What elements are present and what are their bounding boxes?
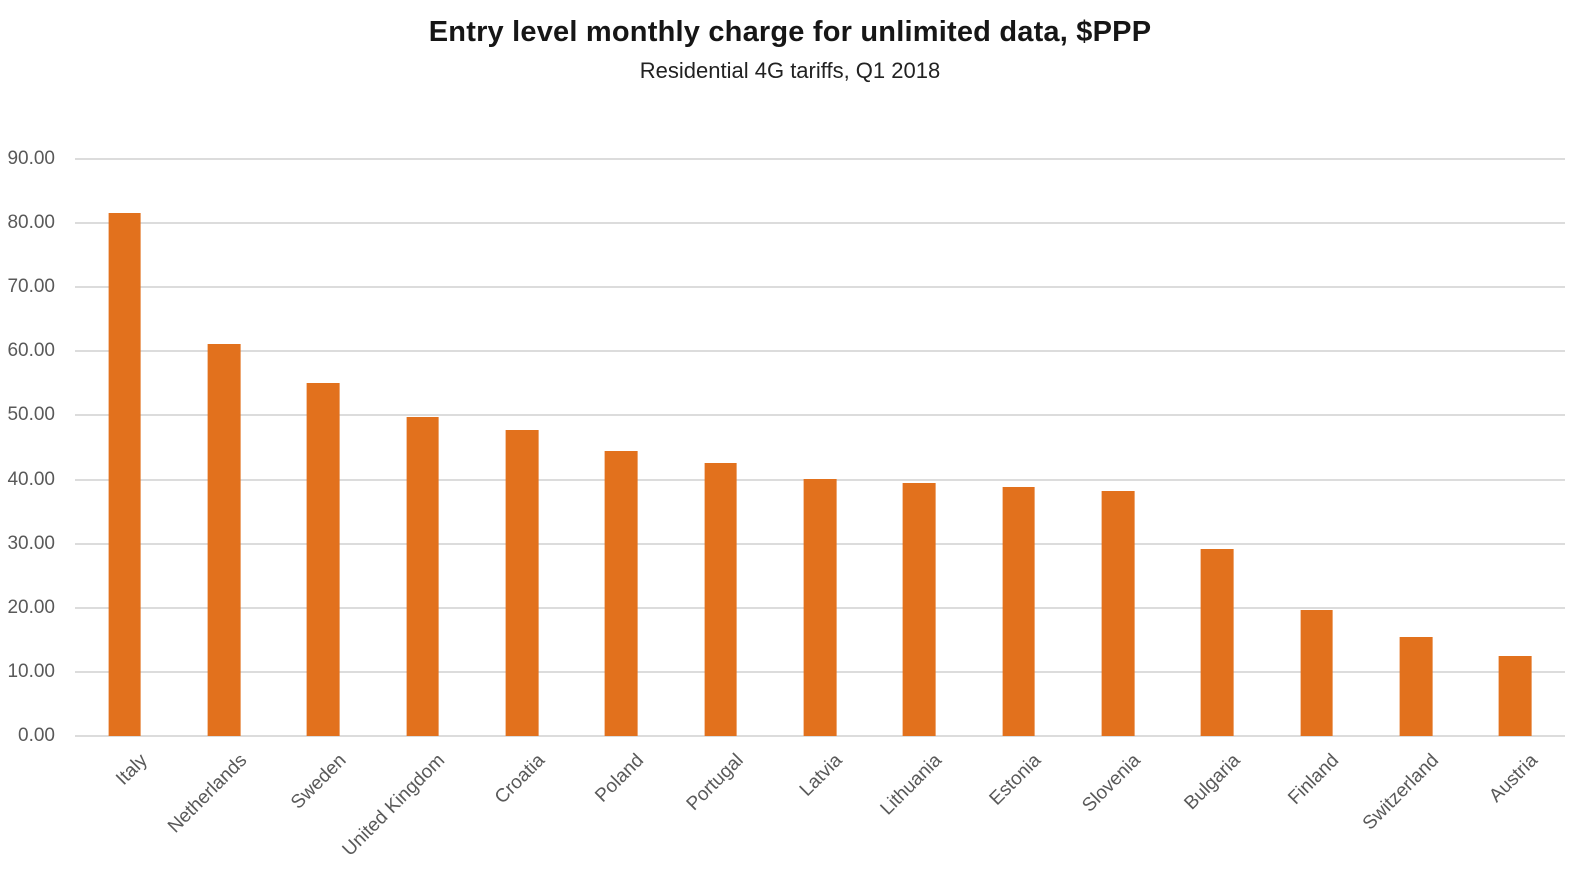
y-tick-label: 10.00 bbox=[7, 660, 55, 682]
bar-slots: Italy Netherlands Sweden United Kingdom Croa… bbox=[75, 159, 1565, 860]
bar-slot: Estonia bbox=[969, 159, 1068, 810]
y-tick-label: 0.00 bbox=[18, 725, 55, 746]
x-tick-label: Slovenia bbox=[1078, 750, 1145, 817]
bar-austria bbox=[1498, 655, 1532, 736]
bar-slot: Switzerland bbox=[1358, 159, 1465, 834]
bar-portugal bbox=[704, 462, 738, 736]
bar-united-kingdom bbox=[406, 416, 440, 736]
x-tick-label: Portugal bbox=[682, 750, 748, 815]
bar-slot: Netherlands bbox=[164, 159, 273, 837]
bar-bulgaria bbox=[1200, 549, 1234, 736]
bar-estonia bbox=[1002, 487, 1035, 736]
bar-netherlands bbox=[207, 343, 241, 736]
bar-slot: Portugal bbox=[671, 159, 770, 815]
y-tick-label: 20.00 bbox=[7, 596, 55, 618]
y-tick-label: 30.00 bbox=[7, 532, 55, 554]
x-tick-label: Italy bbox=[112, 750, 152, 790]
gridline bbox=[75, 414, 1565, 417]
bar-slot: Austria bbox=[1466, 159, 1565, 807]
bar-slot: Slovenia bbox=[1068, 159, 1167, 816]
x-tick-label: Austria bbox=[1485, 750, 1543, 807]
x-tick-label: United Kingdom bbox=[339, 750, 450, 861]
bar-slot: Italy bbox=[75, 159, 174, 789]
bar-slot: Sweden bbox=[274, 159, 373, 813]
bar-slot: United Kingdom bbox=[339, 159, 472, 860]
bar-sweden bbox=[306, 382, 340, 736]
y-tick-label: 60.00 bbox=[7, 340, 55, 362]
bar-slot: Finland bbox=[1267, 159, 1366, 809]
bar-finland bbox=[1300, 609, 1333, 736]
y-tick-label: 90.00 bbox=[7, 148, 55, 169]
gridline bbox=[75, 222, 1565, 225]
chart-title: Entry level monthly charge for unlimited… bbox=[428, 16, 1152, 48]
bar-slot: Bulgaria bbox=[1168, 159, 1267, 814]
x-tick-label: Latvia bbox=[796, 750, 847, 801]
bar-slovenia bbox=[1101, 491, 1135, 736]
y-tick-label: 80.00 bbox=[7, 212, 55, 234]
gridline bbox=[75, 158, 1565, 160]
bar-switzerland bbox=[1399, 637, 1433, 736]
y-tick-label: 40.00 bbox=[7, 468, 55, 490]
bar-slot: Poland bbox=[572, 159, 671, 807]
x-tick-label: Bulgaria bbox=[1179, 750, 1245, 815]
x-tick-label: Estonia bbox=[985, 750, 1046, 810]
gridline bbox=[75, 286, 1565, 289]
bar-slot: Latvia bbox=[770, 159, 869, 801]
bar-slot: Croatia bbox=[472, 159, 571, 808]
bar-latvia bbox=[803, 478, 837, 736]
x-tick-label: Netherlands bbox=[163, 750, 251, 838]
x-tick-label: Finland bbox=[1284, 750, 1344, 809]
bar-italy bbox=[108, 212, 142, 736]
gridline bbox=[75, 350, 1565, 353]
bar-poland bbox=[604, 450, 638, 736]
x-tick-label: Switzerland bbox=[1358, 750, 1443, 835]
plot-area: Italy Netherlands Sweden United Kingdom Croa… bbox=[7, 148, 1565, 860]
y-tick-label: 50.00 bbox=[7, 404, 55, 426]
chart-subtitle: Residential 4G tariffs, Q1 2018 bbox=[639, 58, 941, 83]
bar-croatia bbox=[505, 429, 539, 736]
gridline bbox=[75, 735, 1565, 737]
y-tick-label: 70.00 bbox=[7, 276, 55, 298]
x-tick-label: Sweden bbox=[286, 750, 351, 814]
x-tick-label: Poland bbox=[591, 750, 649, 807]
bar-slot: Lithuania bbox=[870, 159, 969, 819]
x-tick-label: Croatia bbox=[490, 750, 549, 809]
bar-lithuania bbox=[902, 482, 936, 736]
x-tick-label: Lithuania bbox=[876, 750, 947, 820]
